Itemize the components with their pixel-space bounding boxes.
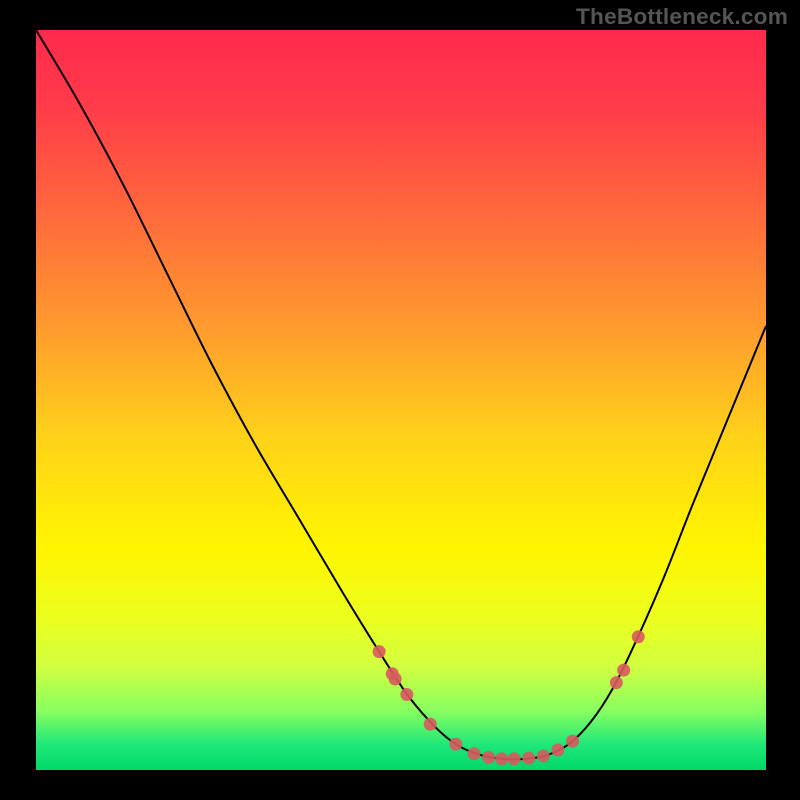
curve-marker — [537, 749, 550, 762]
curve-marker — [424, 718, 437, 731]
curve-marker — [449, 738, 462, 751]
curve-marker — [389, 672, 402, 685]
curve-marker — [468, 747, 481, 760]
curve-marker — [551, 744, 564, 757]
curve-marker — [617, 664, 630, 677]
curve-marker — [482, 751, 495, 764]
curve-marker — [566, 735, 579, 748]
chart-stage: TheBottleneck.com — [0, 0, 800, 800]
curve-marker — [610, 676, 623, 689]
bottleneck-chart-svg — [0, 0, 800, 800]
curve-marker — [522, 752, 535, 765]
watermark-text: TheBottleneck.com — [576, 4, 788, 30]
curve-marker — [508, 752, 521, 765]
curve-marker — [400, 688, 413, 701]
curve-marker — [495, 752, 508, 765]
curve-marker — [373, 645, 386, 658]
plot-background — [36, 30, 766, 770]
curve-marker — [632, 630, 645, 643]
